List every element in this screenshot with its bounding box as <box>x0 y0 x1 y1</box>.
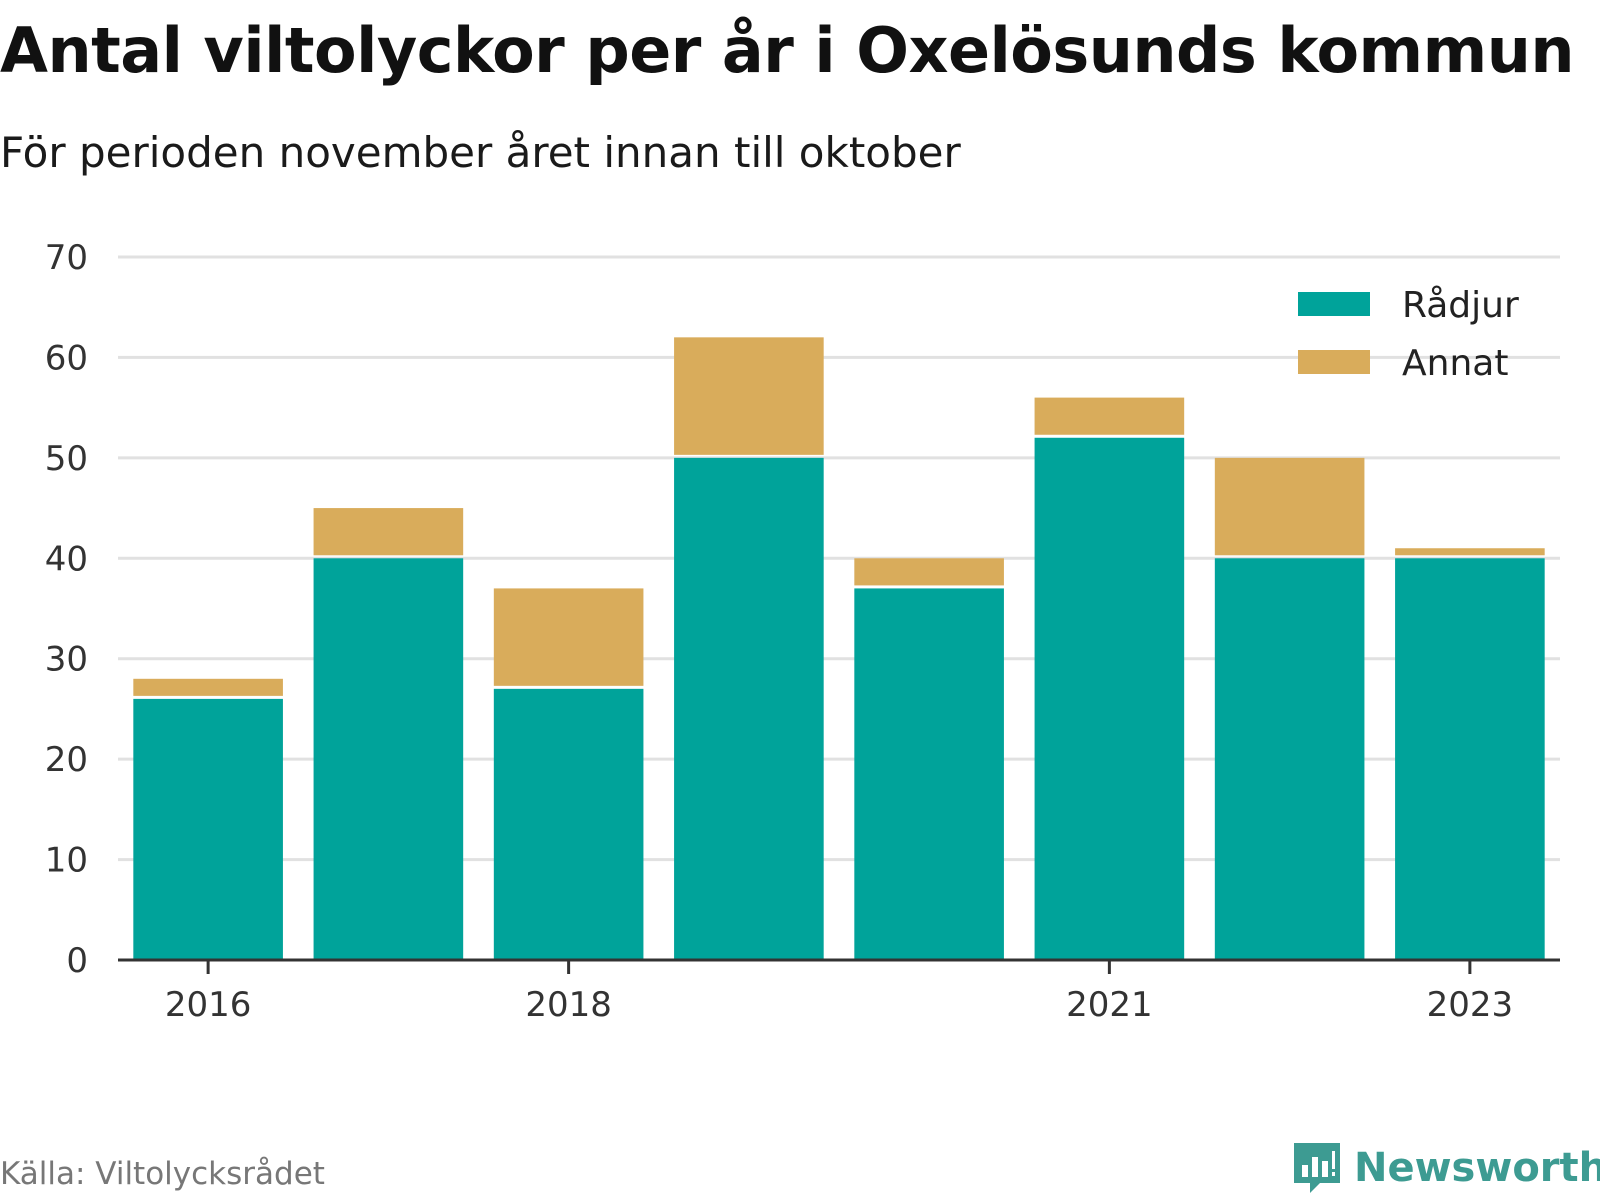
bar-annat-2022 <box>1214 457 1365 556</box>
x-tick-label: 2023 <box>1427 985 1514 1025</box>
newsworthy-chart-icon <box>1294 1143 1340 1193</box>
bar-annat-2016 <box>133 678 283 696</box>
y-tick-label: 50 <box>45 439 88 479</box>
legend: Rådjur Annat <box>1298 285 1519 384</box>
x-tick-label: 2016 <box>165 985 252 1025</box>
legend-label: Annat <box>1402 343 1508 384</box>
bar-rdjur-2022 <box>1214 558 1365 960</box>
brand-name: Newsworthy <box>1354 1145 1600 1191</box>
bar-rdjur-2017 <box>313 558 464 960</box>
y-axis-ticks: 0 10 20 30 40 50 60 70 <box>45 238 88 981</box>
legend-label: Rådjur <box>1402 285 1519 326</box>
legend-swatch <box>1298 292 1370 316</box>
x-tick-label: 2018 <box>525 985 612 1025</box>
bar-annat-2018 <box>493 588 644 686</box>
bar-rdjur-2018 <box>493 688 644 960</box>
y-tick-label: 30 <box>45 640 88 680</box>
y-tick-label: 10 <box>45 841 88 881</box>
bar-rdjur-2020 <box>854 588 1004 960</box>
y-tick-label: 20 <box>45 740 88 780</box>
chart-subtitle: För perioden november året innan till ok… <box>0 128 961 177</box>
bar-rdjur-2021 <box>1034 437 1185 960</box>
y-tick-label: 70 <box>45 238 88 278</box>
bar-annat-2020 <box>854 558 1004 586</box>
bar-rdjur-2016 <box>133 698 283 960</box>
bars <box>133 337 1545 960</box>
x-axis-ticks: 2016 2018 2021 2023 <box>165 960 1513 1025</box>
bar-annat-2021 <box>1034 397 1185 435</box>
brand-logo: Newsworthy <box>1290 1138 1600 1198</box>
bar-rdjur-2023 <box>1395 558 1545 960</box>
chart-title: Antal viltolyckor per år i Oxelösunds ko… <box>0 14 1575 87</box>
bar-annat-2019 <box>674 337 824 455</box>
y-tick-label: 40 <box>45 539 88 579</box>
source-note: Källa: Viltolycksrådet <box>0 1156 325 1192</box>
bar-rdjur-2019 <box>674 457 824 960</box>
bar-annat-2023 <box>1395 548 1545 556</box>
y-tick-label: 0 <box>66 941 88 981</box>
legend-swatch <box>1298 350 1370 374</box>
x-tick-label: 2021 <box>1066 985 1153 1025</box>
y-tick-label: 60 <box>45 338 88 378</box>
bar-annat-2017 <box>313 508 464 556</box>
